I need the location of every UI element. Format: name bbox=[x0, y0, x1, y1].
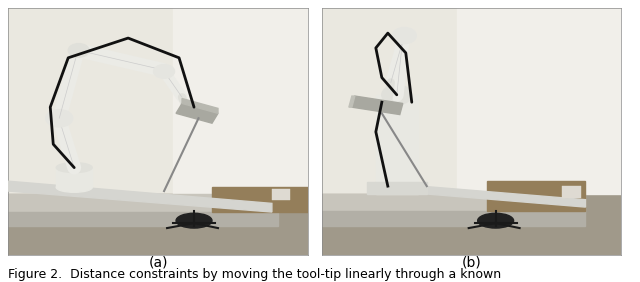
Bar bbox=[8, 8, 308, 193]
Bar bbox=[322, 193, 586, 211]
Bar bbox=[322, 8, 621, 193]
Bar bbox=[56, 168, 92, 187]
Polygon shape bbox=[349, 96, 355, 107]
Bar bbox=[457, 8, 621, 193]
Polygon shape bbox=[182, 98, 218, 113]
Ellipse shape bbox=[56, 182, 92, 192]
Text: Figure 2.  Distance constraints by moving the tool-tip linearly through a known: Figure 2. Distance constraints by moving… bbox=[8, 268, 502, 281]
Polygon shape bbox=[8, 181, 272, 212]
Polygon shape bbox=[376, 182, 586, 207]
Polygon shape bbox=[176, 103, 218, 123]
Bar bbox=[376, 95, 418, 193]
Ellipse shape bbox=[46, 110, 73, 127]
Bar bbox=[272, 189, 290, 200]
Ellipse shape bbox=[176, 213, 212, 228]
Bar bbox=[8, 193, 308, 255]
Bar bbox=[367, 182, 427, 193]
Bar bbox=[173, 8, 308, 193]
Polygon shape bbox=[352, 96, 403, 114]
Text: (a): (a) bbox=[148, 255, 168, 269]
Bar bbox=[486, 181, 586, 211]
Ellipse shape bbox=[477, 213, 514, 228]
Bar bbox=[8, 212, 278, 226]
Bar bbox=[322, 193, 621, 255]
Bar bbox=[8, 193, 278, 212]
Ellipse shape bbox=[56, 163, 92, 173]
Ellipse shape bbox=[154, 65, 175, 78]
Ellipse shape bbox=[68, 44, 89, 57]
Text: (b): (b) bbox=[462, 255, 481, 269]
Bar bbox=[212, 187, 308, 212]
Bar bbox=[561, 186, 581, 199]
Ellipse shape bbox=[392, 28, 416, 44]
Ellipse shape bbox=[382, 85, 412, 105]
Bar bbox=[322, 211, 586, 226]
